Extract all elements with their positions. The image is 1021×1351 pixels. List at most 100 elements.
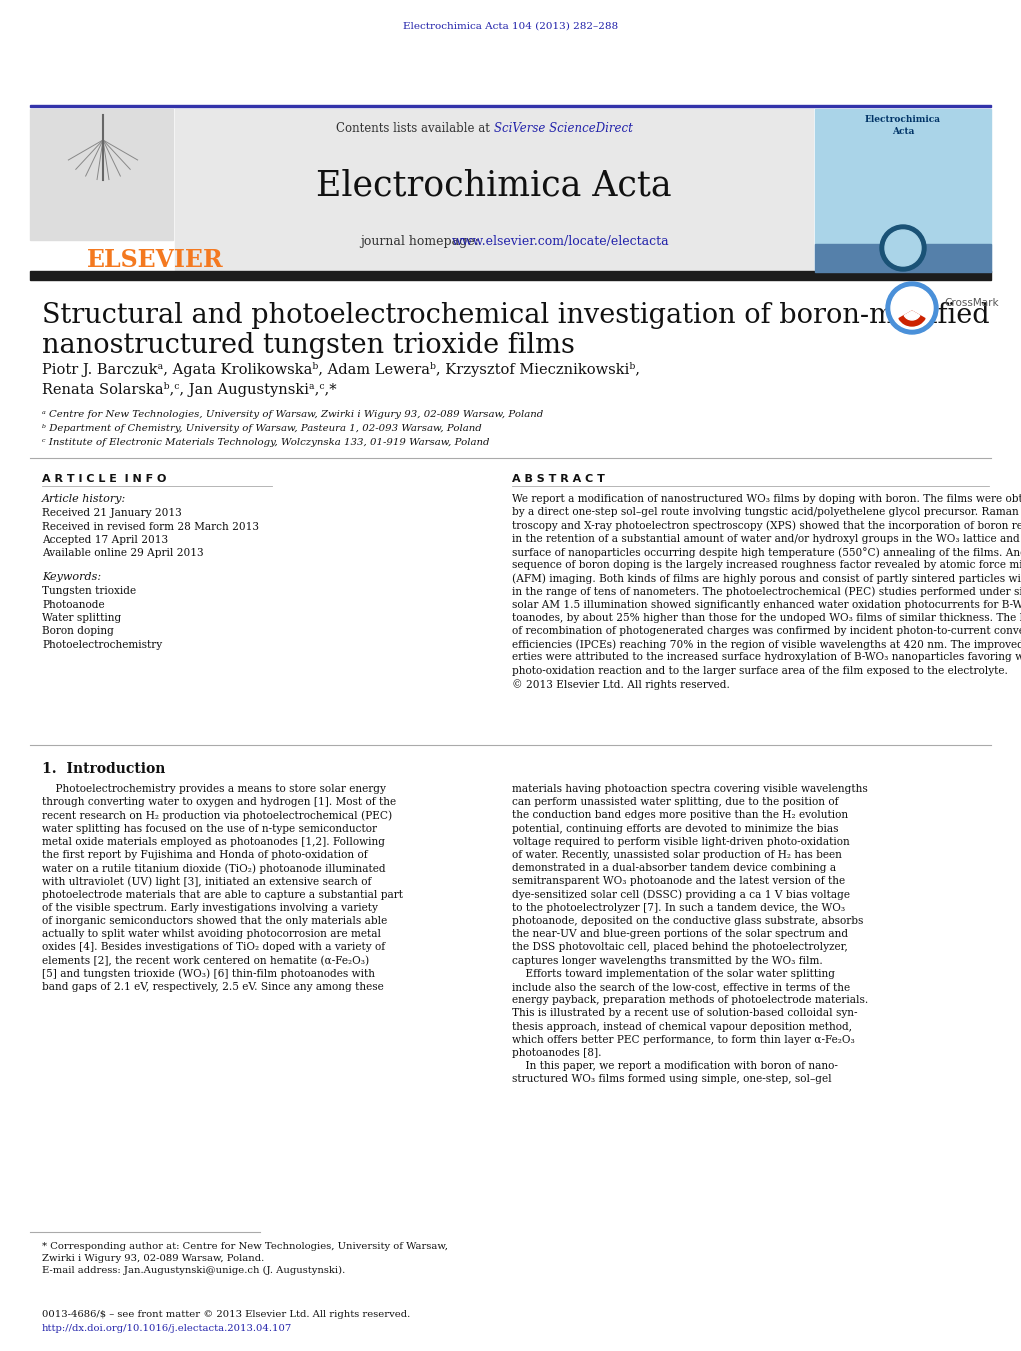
Wedge shape [900,311,925,326]
Text: http://dx.doi.org/10.1016/j.electacta.2013.04.107: http://dx.doi.org/10.1016/j.electacta.20… [42,1324,292,1333]
Text: Structural and photoelectrochemical investigation of boron-modified: Structural and photoelectrochemical inve… [42,303,989,330]
Text: Tungsten trioxide: Tungsten trioxide [42,586,136,596]
Text: Keywords:: Keywords: [42,571,101,582]
Text: of inorganic semiconductors showed that the only materials able: of inorganic semiconductors showed that … [42,916,387,925]
Text: energy payback, preparation methods of photoelectrode materials.: energy payback, preparation methods of p… [512,996,868,1005]
Text: through converting water to oxygen and hydrogen [1]. Most of the: through converting water to oxygen and h… [42,797,396,807]
Text: by a direct one-step sol–gel route involving tungstic acid/polyethelene glycol p: by a direct one-step sol–gel route invol… [512,507,1021,517]
Text: (AFM) imaging. Both kinds of films are highly porous and consist of partly sinte: (AFM) imaging. Both kinds of films are h… [512,573,1021,584]
Text: troscopy and X-ray photoelectron spectroscopy (XPS) showed that the incorporatio: troscopy and X-ray photoelectron spectro… [512,520,1021,531]
Text: Boron doping: Boron doping [42,627,114,636]
Bar [30,272,991,280]
Text: of water. Recently, unassisted solar production of H₂ has been: of water. Recently, unassisted solar pro… [512,850,842,861]
Text: recent research on H₂ production via photoelectrochemical (PEC): recent research on H₂ production via pho… [42,811,392,821]
Text: dye-sensitized solar cell (DSSC) providing a ca 1 V bias voltage: dye-sensitized solar cell (DSSC) providi… [512,889,850,900]
Text: voltage required to perform visible light-driven photo-oxidation: voltage required to perform visible ligh… [512,836,849,847]
Text: semitransparent WO₃ photoanode and the latest version of the: semitransparent WO₃ photoanode and the l… [512,877,845,886]
Text: ᶜ Institute of Electronic Materials Technology, Wolczynska 133, 01-919 Warsaw, P: ᶜ Institute of Electronic Materials Tech… [42,438,489,447]
Text: A R T I C L E  I N F O: A R T I C L E I N F O [42,474,166,484]
Text: We report a modification of nanostructured WO₃ films by doping with boron. The f: We report a modification of nanostructur… [512,494,1021,504]
Text: structured WO₃ films formed using simple, one-step, sol–gel: structured WO₃ films formed using simple… [512,1074,832,1085]
Text: Photoelectrochemistry: Photoelectrochemistry [42,640,162,650]
Text: the conduction band edges more positive than the H₂ evolution: the conduction band edges more positive … [512,811,848,820]
Text: potential, continuing efforts are devoted to minimize the bias: potential, continuing efforts are devote… [512,824,838,834]
Text: solar AM 1.5 illumination showed significantly enhanced water oxidation photocur: solar AM 1.5 illumination showed signifi… [512,600,1021,609]
Text: In this paper, we report a modification with boron of nano-: In this paper, we report a modification … [512,1061,838,1071]
Text: with ultraviolet (UV) light [3], initiated an extensive search of: with ultraviolet (UV) light [3], initiat… [42,877,372,888]
Text: E-mail address: Jan.Augustynski@unige.ch (J. Augustynski).: E-mail address: Jan.Augustynski@unige.ch… [42,1266,345,1275]
Text: Electrochimica Acta: Electrochimica Acta [317,168,672,203]
Bar [30,109,173,240]
Text: SciVerse ScienceDirect: SciVerse ScienceDirect [494,122,633,135]
Text: thesis approach, instead of chemical vapour deposition method,: thesis approach, instead of chemical vap… [512,1021,852,1032]
Text: demonstrated in a dual-absorber tandem device combining a: demonstrated in a dual-absorber tandem d… [512,863,836,873]
Bar [815,109,991,272]
Text: which offers better PEC performance, to form thin layer α-Fe₂O₃: which offers better PEC performance, to … [512,1035,855,1044]
Text: Received in revised form 28 March 2013: Received in revised form 28 March 2013 [42,521,259,531]
Text: metal oxide materials employed as photoanodes [1,2]. Following: metal oxide materials employed as photoa… [42,836,385,847]
Text: ELSEVIER: ELSEVIER [87,249,224,272]
Text: Article history:: Article history: [42,494,127,504]
Text: of the visible spectrum. Early investigations involving a variety: of the visible spectrum. Early investiga… [42,902,378,913]
Circle shape [885,230,921,266]
Text: Accepted 17 April 2013: Accepted 17 April 2013 [42,535,168,544]
Text: Renata Solarskaᵇ,ᶜ, Jan Augustynskiᵃ,ᶜ,*: Renata Solarskaᵇ,ᶜ, Jan Augustynskiᵃ,ᶜ,* [42,382,337,397]
Text: materials having photoaction spectra covering visible wavelengths: materials having photoaction spectra cov… [512,784,868,794]
Text: can perform unassisted water splitting, due to the position of: can perform unassisted water splitting, … [512,797,838,807]
Text: in the retention of a substantial amount of water and/or hydroxyl groups in the : in the retention of a substantial amount… [512,534,1021,543]
Text: the near-UV and blue-green portions of the solar spectrum and: the near-UV and blue-green portions of t… [512,929,848,939]
Text: 0013-4686/$ – see front matter © 2013 Elsevier Ltd. All rights reserved.: 0013-4686/$ – see front matter © 2013 El… [42,1310,410,1319]
Circle shape [891,286,933,330]
Text: of recombination of photogenerated charges was confirmed by incident photon-to-c: of recombination of photogenerated charg… [512,626,1021,636]
Bar [815,245,991,272]
Text: © 2013 Elsevier Ltd. All rights reserved.: © 2013 Elsevier Ltd. All rights reserved… [512,678,730,689]
Text: 1.  Introduction: 1. Introduction [42,762,165,775]
Text: A B S T R A C T: A B S T R A C T [512,474,604,484]
Text: Electrochimica Acta 104 (2013) 282–288: Electrochimica Acta 104 (2013) 282–288 [403,22,619,31]
Text: water splitting has focused on the use of n-type semiconductor: water splitting has focused on the use o… [42,824,377,834]
Text: CrossMark: CrossMark [944,299,999,308]
Text: Piotr J. Barczukᵃ, Agata Krolikowskaᵇ, Adam Leweraᵇ, Krzysztof Miecznikowskiᵇ,: Piotr J. Barczukᵃ, Agata Krolikowskaᵇ, A… [42,362,640,377]
Text: ᵇ Department of Chemistry, University of Warsaw, Pasteura 1, 02-093 Warsaw, Pola: ᵇ Department of Chemistry, University of… [42,424,482,434]
Text: elements [2], the recent work centered on hematite (α-Fe₂O₃): elements [2], the recent work centered o… [42,955,370,966]
Text: in the range of tens of nanometers. The photoelectrochemical (PEC) studies perfo: in the range of tens of nanometers. The … [512,586,1021,597]
Text: Electrochimica
Acta: Electrochimica Acta [865,115,941,136]
Text: Available online 29 April 2013: Available online 29 April 2013 [42,549,203,558]
Circle shape [886,282,938,334]
Text: ᵃ Centre for New Technologies, University of Warsaw, Zwirki i Wigury 93, 02-089 : ᵃ Centre for New Technologies, Universit… [42,409,543,419]
Text: Water splitting: Water splitting [42,613,121,623]
Text: band gaps of 2.1 eV, respectively, 2.5 eV. Since any among these: band gaps of 2.1 eV, respectively, 2.5 e… [42,982,384,992]
Text: Efforts toward implementation of the solar water splitting: Efforts toward implementation of the sol… [512,969,835,979]
Text: water on a rutile titanium dioxide (TiO₂) photoanode illuminated: water on a rutile titanium dioxide (TiO₂… [42,863,386,874]
Text: Zwirki i Wigury 93, 02-089 Warsaw, Poland.: Zwirki i Wigury 93, 02-089 Warsaw, Polan… [42,1254,264,1263]
Text: the first report by Fujishima and Honda of photo-oxidation of: the first report by Fujishima and Honda … [42,850,368,861]
Circle shape [880,226,926,272]
Text: surface of nanoparticles occurring despite high temperature (550°C) annealing of: surface of nanoparticles occurring despi… [512,547,1021,558]
Text: Photoelectrochemistry provides a means to store solar energy: Photoelectrochemistry provides a means t… [42,784,386,794]
Text: toanodes, by about 25% higher than those for the undoped WO₃ films of similar th: toanodes, by about 25% higher than those… [512,613,1021,623]
Text: * Corresponding author at: Centre for New Technologies, University of Warsaw,: * Corresponding author at: Centre for Ne… [42,1242,448,1251]
Text: erties were attributed to the increased surface hydroxylation of B-WO₃ nanoparti: erties were attributed to the increased … [512,653,1021,662]
Text: captures longer wavelengths transmitted by the WO₃ film.: captures longer wavelengths transmitted … [512,955,823,966]
Text: include also the search of the low-cost, effective in terms of the: include also the search of the low-cost,… [512,982,850,992]
Text: to the photoelectrolyzer [7]. In such a tandem device, the WO₃: to the photoelectrolyzer [7]. In such a … [512,902,845,913]
Text: photoanodes [8].: photoanodes [8]. [512,1048,601,1058]
Text: actually to split water whilst avoiding photocorrosion are metal: actually to split water whilst avoiding … [42,929,381,939]
Text: photoanode, deposited on the conductive glass substrate, absorbs: photoanode, deposited on the conductive … [512,916,864,925]
Text: oxides [4]. Besides investigations of TiO₂ doped with a variety of: oxides [4]. Besides investigations of Ti… [42,943,385,952]
Text: Photoanode: Photoanode [42,600,104,609]
Text: nanostructured tungsten trioxide films: nanostructured tungsten trioxide films [42,332,575,359]
Text: photo-oxidation reaction and to the larger surface area of the film exposed to t: photo-oxidation reaction and to the larg… [512,666,1008,676]
Wedge shape [905,311,920,320]
Text: the DSS photovoltaic cell, placed behind the photoelectrolyzer,: the DSS photovoltaic cell, placed behind… [512,943,847,952]
Text: www.elsevier.com/locate/electacta: www.elsevier.com/locate/electacta [452,235,670,249]
Text: journal homepage:: journal homepage: [360,235,483,249]
Text: This is illustrated by a recent use of solution-based colloidal syn-: This is illustrated by a recent use of s… [512,1008,858,1019]
Bar [175,109,813,272]
Text: sequence of boron doping is the largely increased roughness factor revealed by a: sequence of boron doping is the largely … [512,561,1021,570]
Text: Contents lists available at: Contents lists available at [336,122,494,135]
Text: Received 21 January 2013: Received 21 January 2013 [42,508,182,517]
Text: efficiencies (IPCEs) reaching 70% in the region of visible wavelengths at 420 nm: efficiencies (IPCEs) reaching 70% in the… [512,639,1021,650]
Text: photoelectrode materials that are able to capture a substantial part: photoelectrode materials that are able t… [42,889,403,900]
Text: [5] and tungsten trioxide (WO₃) [6] thin-film photoanodes with: [5] and tungsten trioxide (WO₃) [6] thin… [42,969,375,979]
